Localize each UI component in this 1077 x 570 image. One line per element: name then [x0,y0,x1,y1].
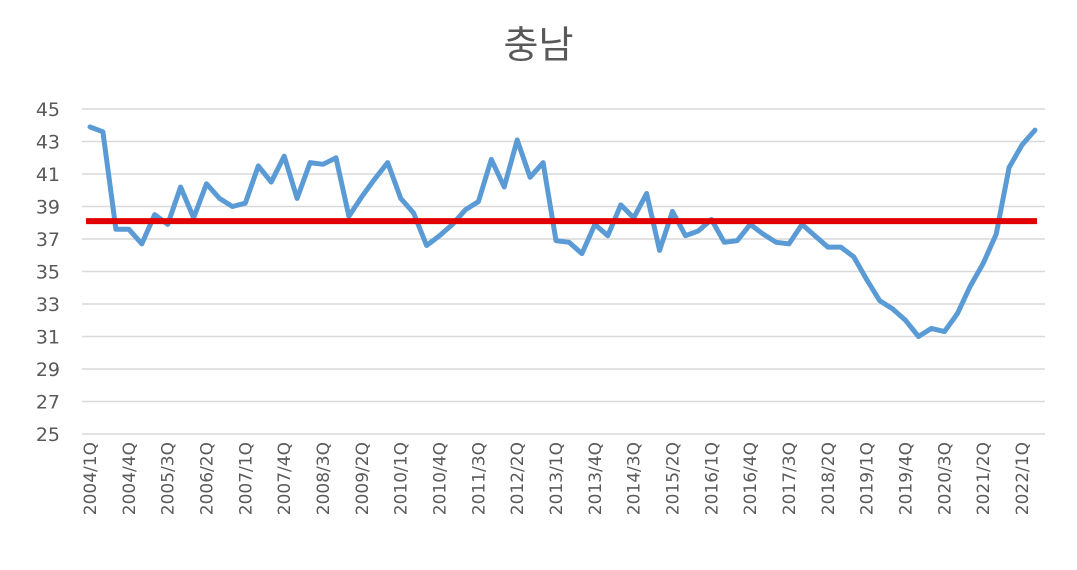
x-tick-label: 2019/4Q [897,442,917,515]
series-line [87,124,1038,339]
x-tick-label: 2014/3Q [625,442,645,515]
x-tick-label: 2009/2Q [353,442,373,515]
x-tick-label: 2007/4Q [275,442,295,515]
y-tick-label: 25 [36,424,60,446]
x-tick-label: 2021/2Q [974,442,994,515]
y-tick-label: 37 [36,229,60,251]
y-tick-label: 29 [36,359,60,381]
series-layer [87,124,1038,339]
gridlines [82,108,1045,435]
x-tick-label: 2019/1Q [858,442,878,515]
x-tick-label: 2008/3Q [314,442,334,515]
x-tick-label: 2016/4Q [741,442,761,515]
x-tick-label: 2005/3Q [159,442,179,515]
x-tick-label: 2004/4Q [120,442,140,515]
x-tick-label: 2013/1Q [547,442,567,515]
x-tick-label: 2007/1Q [236,442,256,515]
x-tick-label: 2017/3Q [780,442,800,515]
x-tick-label: 2004/1Q [81,442,101,515]
y-tick-label: 45 [36,99,60,121]
x-tick-label: 2006/2Q [198,442,218,515]
y-tick-label: 35 [36,262,60,284]
x-tick-label: 2018/2Q [819,442,839,515]
y-tick-label: 39 [36,197,60,219]
x-tick-label: 2022/1Q [1013,442,1033,515]
chart-title: 충남 [503,23,574,67]
x-tick-label: 2015/2Q [664,442,684,515]
x-tick-label: 2013/4Q [586,442,606,515]
y-tick-label: 31 [36,327,60,349]
y-tick-label: 27 [36,392,60,414]
y-tick-label: 41 [36,164,60,186]
x-tick-label: 2010/1Q [392,442,412,515]
x-tick-label: 2010/4Q [431,442,451,515]
y-axis-ticks: 25 27 29 31 33 35 37 39 41 43 45 [36,99,60,446]
y-tick-label: 33 [36,294,60,316]
x-tick-label: 2016/1Q [702,442,722,515]
x-axis-ticks: 2004/1Q 2004/4Q 2005/3Q 2006/2Q 2007/1Q 2007/… [81,442,1033,515]
x-tick-label: 2011/3Q [469,442,489,515]
y-tick-label: 43 [36,132,60,154]
x-tick-label: 2012/2Q [508,442,528,515]
x-tick-label: 2020/3Q [935,442,955,515]
